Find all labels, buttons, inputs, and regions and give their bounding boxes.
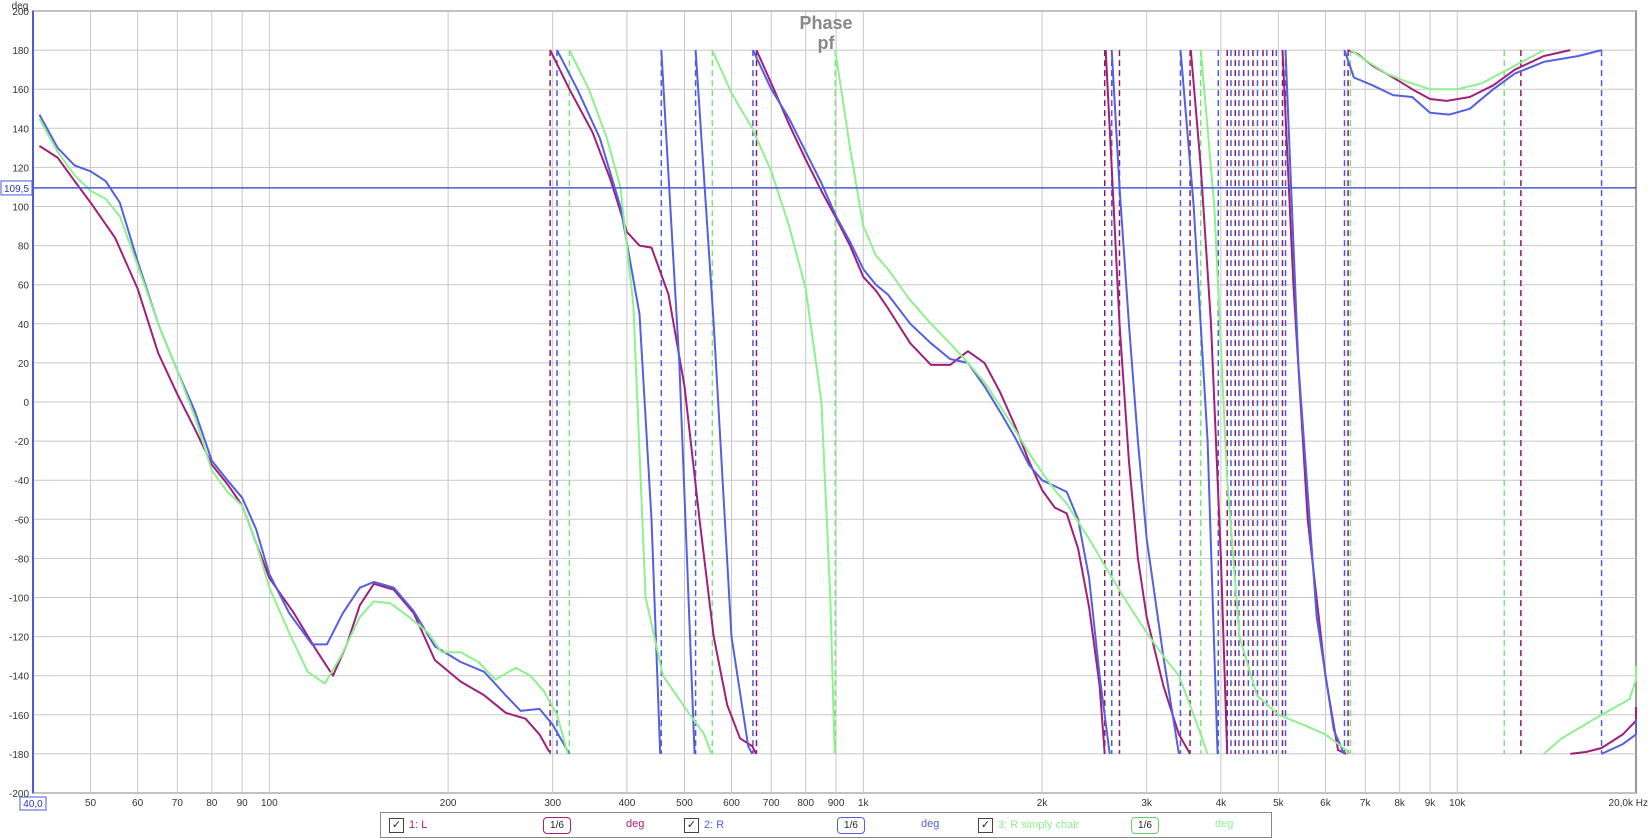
legend: ✓ 1: L 1/6 deg ✓ 2: R 1/6 deg ✓ 3: R sim…	[380, 812, 1272, 838]
y-tick-label: 80	[18, 242, 30, 253]
y-tick-label: -100	[9, 594, 29, 605]
series-3-smoothing: 1/6	[1138, 820, 1152, 831]
series-1-label: 1: L	[409, 819, 428, 831]
x-tick-label: 800	[797, 798, 814, 809]
series-2-smoothing-button[interactable]: 1/6	[837, 817, 865, 834]
x-tick-label: 70	[172, 798, 184, 809]
series-2-checkbox[interactable]: ✓	[684, 817, 699, 833]
x-tick-label: 20,0k Hz	[1609, 798, 1648, 809]
x-tick-label: 3k	[1141, 798, 1153, 809]
y-tick-label: 100	[12, 203, 29, 214]
series-line-3	[38, 49, 1637, 755]
y-tick-label: -20	[15, 437, 30, 448]
x-tick-label: 500	[676, 798, 693, 809]
x-tick-label: 300	[544, 798, 561, 809]
y-tick-label: -180	[9, 750, 29, 761]
y-tick-label: 200	[12, 7, 29, 18]
y-tick-label: 40	[18, 320, 30, 331]
y-tick-label: -40	[15, 476, 30, 487]
x-tick-label: 90	[237, 798, 249, 809]
y-tick-label: -60	[15, 515, 30, 526]
x-tick-label: 4k	[1216, 798, 1228, 809]
x-tick-label: 100	[261, 798, 278, 809]
y-tick-label: -80	[15, 554, 30, 565]
series-3-label: 3: R simply chair	[998, 819, 1080, 831]
series-lines	[38, 49, 1637, 755]
legend-item-2[interactable]: ✓ 2: R	[684, 816, 724, 834]
x-tick-label: 60	[132, 798, 144, 809]
y-tick-label: -140	[9, 672, 29, 683]
series-2-label: 2: R	[704, 819, 725, 831]
y-tick-label: -120	[9, 633, 29, 644]
y-tick-label: 160	[12, 85, 29, 96]
y-tick-label: -160	[9, 711, 29, 722]
x-tick-label: 400	[619, 798, 636, 809]
x-axis-ticks: 50 60 70 80 90 100 200 300 400 500 600 700 800 900 1k 2…	[85, 798, 1648, 809]
x-tick-label: 600	[723, 798, 740, 809]
y-tick-label: 180	[12, 46, 29, 57]
x-tick-label: 700	[763, 798, 780, 809]
series-1-unit: deg	[626, 818, 645, 830]
x-tick-label: 8k	[1394, 798, 1406, 809]
x-tick-label: 900	[828, 798, 845, 809]
x-tick-label: 7k	[1360, 798, 1372, 809]
series-3-unit: deg	[1215, 818, 1234, 830]
cursor-x-box	[19, 796, 47, 811]
phase-wrap-markers	[549, 50, 1603, 754]
x-tick-label: 6k	[1320, 798, 1332, 809]
series-line-2	[38, 49, 1637, 755]
y-axis-unit-label: deg	[12, 1, 29, 12]
chart-title: Phase	[799, 13, 852, 33]
cursor-y-value: 109,5	[4, 184, 29, 195]
series-1-smoothing: 1/6	[550, 820, 564, 831]
y-tick-label: 20	[18, 359, 30, 370]
series-1-smoothing-button[interactable]: 1/6	[543, 817, 571, 834]
y-tick-label: 0	[23, 398, 29, 409]
x-tick-label: 1k	[858, 798, 870, 809]
series-2-unit: deg	[921, 818, 940, 830]
y-tick-label: -200	[9, 789, 29, 800]
legend-item-3[interactable]: ✓ 3: R simply chair	[978, 816, 1079, 834]
x-tick-label: 5k	[1273, 798, 1285, 809]
y-tick-label: 120	[12, 163, 29, 174]
cursor-x-value: 40,0	[23, 799, 43, 810]
x-tick-label: 2k	[1037, 798, 1049, 809]
series-line-1	[38, 49, 1637, 755]
y-axis-ticks: 200180160140120100806040200-20-40-60-80-…	[9, 7, 29, 800]
y-tick-label: 140	[12, 124, 29, 135]
series-2-smoothing: 1/6	[844, 820, 858, 831]
x-tick-label: 200	[440, 798, 457, 809]
series-3-smoothing-button[interactable]: 1/6	[1131, 817, 1159, 834]
x-tick-label: 80	[206, 798, 218, 809]
x-tick-label: 50	[85, 798, 97, 809]
legend-item-1[interactable]: ✓ 1: L	[389, 816, 427, 834]
chart-subtitle: pf	[818, 33, 836, 53]
cursor-line[interactable]: 109,5 40,0	[0, 11, 1636, 811]
y-tick-label: 60	[18, 281, 30, 292]
x-tick-label: 10k	[1449, 798, 1466, 809]
series-3-checkbox[interactable]: ✓	[978, 817, 993, 833]
x-tick-label: 9k	[1425, 798, 1437, 809]
series-1-checkbox[interactable]: ✓	[389, 817, 404, 833]
